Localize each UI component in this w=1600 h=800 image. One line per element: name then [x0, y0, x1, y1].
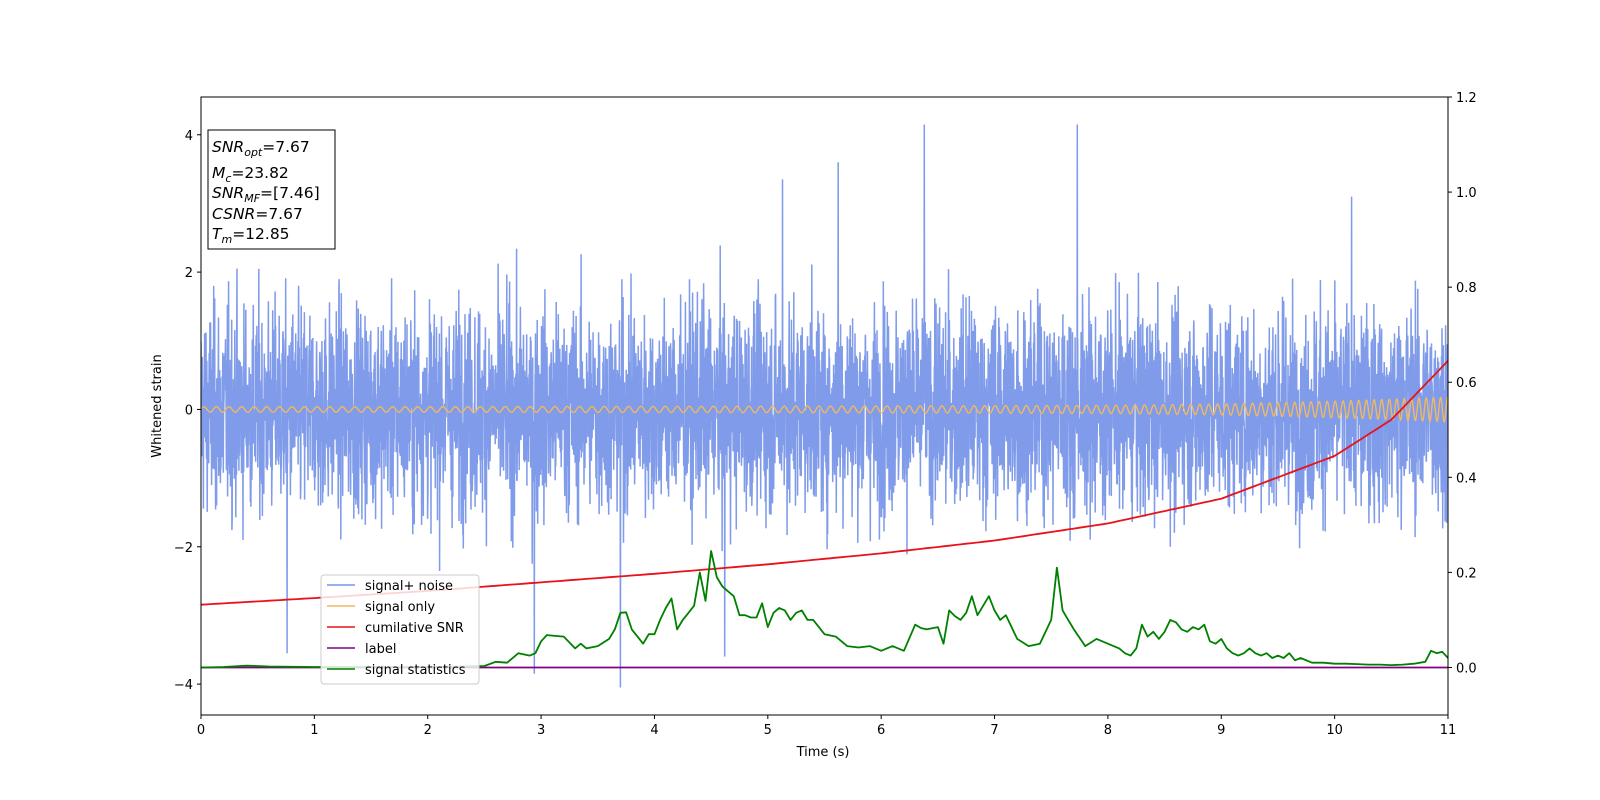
- series-signal-only-line: [201, 395, 1448, 424]
- x-tick-label: 11: [1440, 723, 1457, 738]
- y-axis-right: 0.0 0.2 0.4 0.6 0.8 1.0 1.2: [1448, 91, 1477, 676]
- y2-tick-label: 0.2: [1456, 566, 1477, 581]
- x-tick-label: 9: [1217, 723, 1225, 738]
- y-tick-label: −4: [174, 678, 193, 693]
- y2-tick-label: 0.8: [1456, 281, 1477, 296]
- x-tick-label: 3: [537, 723, 545, 738]
- legend: signal+ noise signal only cumilative SNR…: [320, 574, 480, 685]
- y-tick-label: 4: [185, 129, 193, 144]
- info-mc: Mc=23.82: [212, 164, 289, 185]
- legend-label-label: label: [365, 642, 396, 657]
- y2-tick-label: 0.0: [1456, 661, 1477, 676]
- series-signal-noise-line: [201, 124, 1448, 688]
- info-csnr: CSNR=7.67: [212, 205, 303, 223]
- legend-label-signal-noise: signal+ noise: [365, 579, 453, 594]
- info-snr-mf: SNRMF=[7.46]: [212, 184, 320, 205]
- y-axis-left: −4 −2 0 2 4: [174, 129, 201, 693]
- legend-label-signal-only: signal only: [365, 600, 435, 615]
- y2-tick-label: 0.6: [1456, 376, 1477, 391]
- legend-label-signal-statistics: signal statistics: [365, 663, 466, 678]
- x-tick-label: 6: [877, 723, 885, 738]
- series-signal-statistics-line: [201, 550, 1448, 669]
- x-tick-label: 1: [310, 723, 318, 738]
- x-tick-label: 8: [1104, 723, 1112, 738]
- y-axis-label: Whitened strain: [150, 354, 165, 457]
- legend-label-cumulative-snr: cumilative SNR: [365, 621, 464, 636]
- info-snr-opt: SNRopt=7.67: [212, 138, 310, 159]
- info-box-frame: [207, 129, 336, 250]
- x-tick-label: 7: [990, 723, 998, 738]
- y-tick-label: 0: [185, 403, 193, 418]
- x-axis-label: Time (s): [796, 745, 850, 760]
- y2-tick-label: 0.4: [1456, 471, 1477, 486]
- x-tick-label: 2: [424, 723, 432, 738]
- x-tick-label: 4: [650, 723, 658, 738]
- legend-frame: [320, 574, 480, 685]
- y-tick-label: −2: [174, 541, 193, 556]
- y-tick-label: 2: [185, 266, 193, 281]
- plot-frame: [200, 96, 1449, 716]
- x-tick-label: 10: [1326, 723, 1343, 738]
- y2-tick-label: 1.2: [1456, 91, 1477, 106]
- x-tick-label: 0: [197, 723, 205, 738]
- info-box: SNRopt=7.67 Mc=23.82 SNRMF=[7.46] CSNR=7…: [207, 129, 336, 250]
- y2-tick-label: 1.0: [1456, 186, 1477, 201]
- info-tm: Tm=12.85: [212, 225, 290, 246]
- x-axis: 0 1 2 3 4 5 6 7 8 9 10 11: [197, 715, 1456, 738]
- x-tick-label: 5: [764, 723, 772, 738]
